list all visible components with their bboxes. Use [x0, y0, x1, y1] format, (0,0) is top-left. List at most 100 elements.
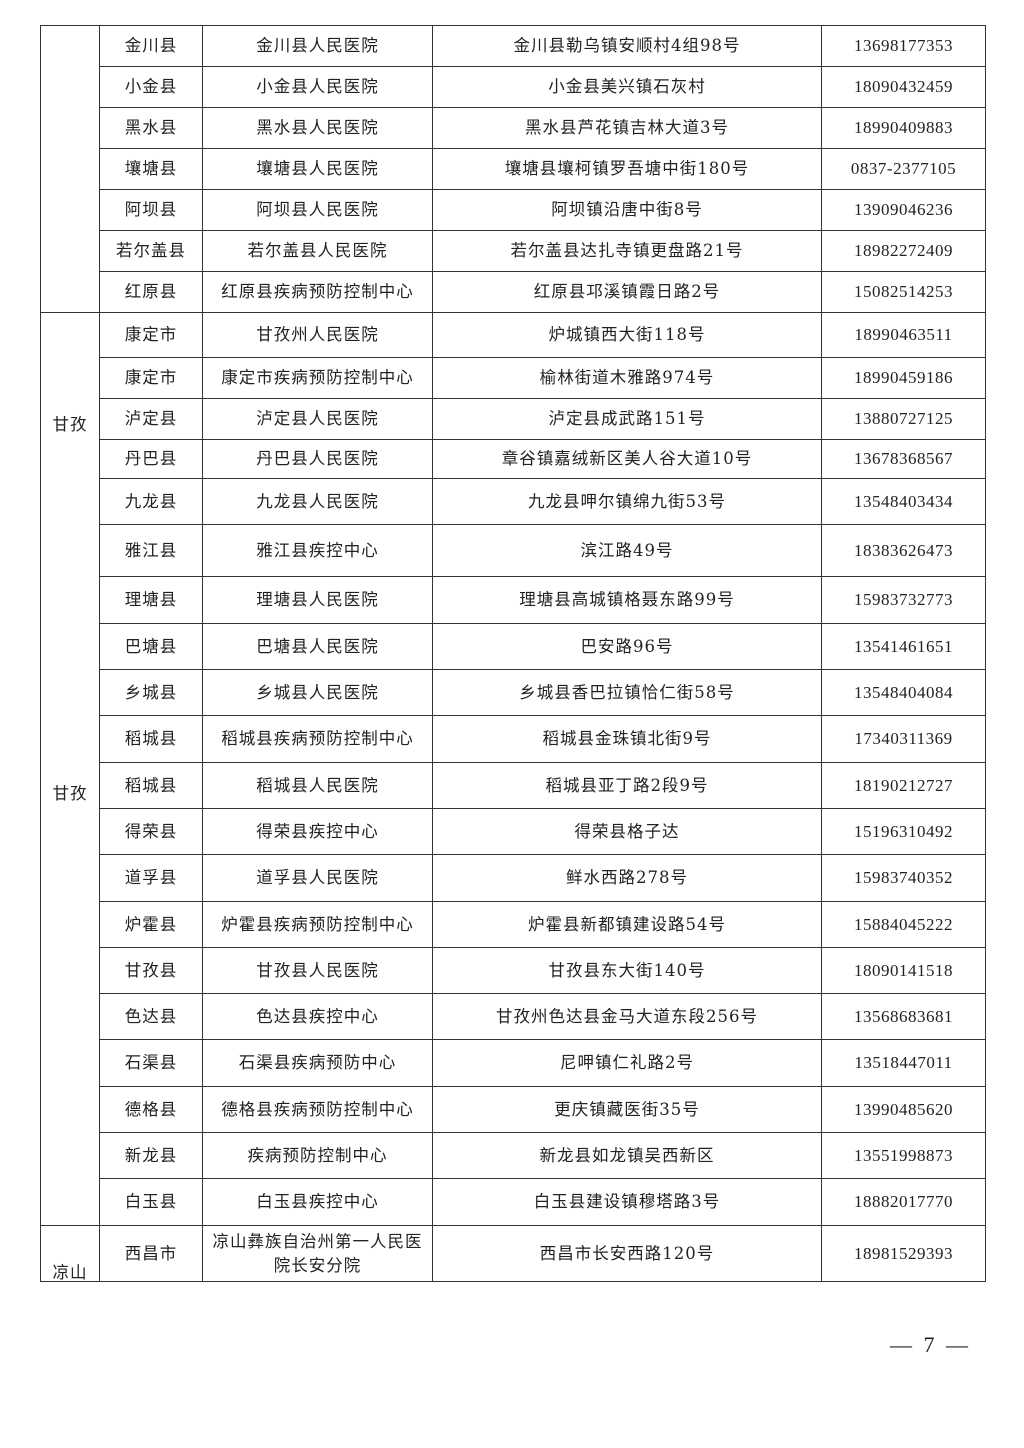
- address-cell: 泸定县成武路151号: [432, 398, 822, 440]
- phone-cell: 13541461651: [821, 623, 986, 670]
- institution-cell: 九龙县人民医院: [202, 478, 433, 525]
- hospital-contact-table: 金川县 金川县人民医院 金川县勒乌镇安顺村4组98号 13698177353 小金县 小金…: [40, 25, 986, 1282]
- institution-cell: 石渠县疾病预防中心: [202, 1039, 433, 1087]
- table-row: 稻城县 稻城县疾病预防控制中心 稻城县金珠镇北街9号 17340311369: [41, 715, 986, 763]
- county-cell: 甘孜县: [99, 947, 203, 994]
- table-row: 石渠县 石渠县疾病预防中心 尼呷镇仁礼路2号 13518447011: [41, 1039, 986, 1087]
- county-cell: 炉霍县: [99, 901, 203, 948]
- phone-cell: 13698177353: [821, 25, 986, 67]
- table-row: 凉山 西昌市 凉山彝族自治州第一人民医院长安分院 西昌市长安西路120号 1898152…: [40, 1225, 986, 1282]
- page-number: — 7 —: [890, 1332, 971, 1357]
- county-cell: 九龙县: [99, 478, 203, 525]
- phone-cell: 18990409883: [821, 107, 986, 149]
- institution-cell: 丹巴县人民医院: [202, 439, 433, 479]
- institution-cell: 炉霍县疾病预防控制中心: [202, 901, 433, 948]
- phone-cell: 18982272409: [821, 230, 986, 272]
- phone-cell: 18090141518: [821, 947, 986, 994]
- phone-cell: 18190212727: [821, 762, 986, 809]
- address-cell: 得荣县格子达: [432, 808, 822, 855]
- institution-cell: 道孚县人民医院: [202, 854, 433, 902]
- county-cell: 雅江县: [99, 524, 203, 577]
- region-label: 甘孜: [52, 784, 88, 803]
- address-cell: 西昌市长安西路120号: [432, 1225, 822, 1282]
- county-cell: 白玉县: [99, 1178, 203, 1226]
- table-row: 德格县 德格县疾病预防控制中心 更庆镇藏医街35号 13990485620: [41, 1086, 986, 1133]
- institution-cell: 雅江县疾控中心: [202, 524, 433, 577]
- address-cell: 稻城县亚丁路2段9号: [432, 762, 822, 809]
- institution-cell: 黑水县人民医院: [202, 107, 433, 149]
- table-row: 红原县 红原县疾病预防控制中心 红原县邛溪镇霞日路2号 15082514253: [41, 271, 986, 313]
- address-cell: 章谷镇嘉绒新区美人谷大道10号: [432, 439, 822, 479]
- county-cell: 壤塘县: [99, 148, 203, 190]
- phone-cell: 13880727125: [821, 398, 986, 440]
- institution-cell: 泸定县人民医院: [202, 398, 433, 440]
- address-cell: 滨江路49号: [432, 524, 822, 577]
- table-row: 新龙县 疾病预防控制中心 新龙县如龙镇吴西新区 13551998873: [41, 1132, 986, 1179]
- county-cell: 稻城县: [99, 715, 203, 763]
- table-row: 炉霍县 炉霍县疾病预防控制中心 炉霍县新都镇建设路54号 15884045222: [41, 901, 986, 948]
- address-cell: 乡城县香巴拉镇恰仁街58号: [432, 669, 822, 716]
- address-cell: 红原县邛溪镇霞日路2号: [432, 271, 822, 313]
- institution-cell: 乡城县人民医院: [202, 669, 433, 716]
- address-cell: 炉霍县新都镇建设路54号: [432, 901, 822, 948]
- address-cell: 巴安路96号: [432, 623, 822, 670]
- county-cell: 康定市: [99, 357, 203, 399]
- county-cell: 德格县: [99, 1086, 203, 1133]
- table-row: 乡城县 乡城县人民医院 乡城县香巴拉镇恰仁街58号 13548404084: [41, 669, 986, 716]
- county-cell: 红原县: [99, 271, 203, 313]
- table-row: 黑水县 黑水县人民医院 黑水县芦花镇吉林大道3号 18990409883: [41, 107, 986, 149]
- institution-cell: 阿坝县人民医院: [202, 189, 433, 231]
- phone-cell: 13548404084: [821, 669, 986, 716]
- phone-cell: 13990485620: [821, 1086, 986, 1133]
- table-row: 甘孜县 甘孜县人民医院 甘孜县东大街140号 18090141518: [41, 947, 986, 994]
- county-cell: 巴塘县: [99, 623, 203, 670]
- table-row: 康定市 康定市疾病预防控制中心 榆林街道木雅路974号 18990459186: [41, 357, 986, 399]
- institution-cell: 凉山彝族自治州第一人民医院长安分院: [202, 1225, 433, 1282]
- address-cell: 新龙县如龙镇吴西新区: [432, 1132, 822, 1179]
- phone-cell: 13568683681: [821, 993, 986, 1040]
- institution-cell: 色达县疾控中心: [202, 993, 433, 1040]
- phone-cell: 18383626473: [821, 524, 986, 577]
- table-row: 白玉县 白玉县疾控中心 白玉县建设镇穆塔路3号 18882017770: [41, 1178, 986, 1226]
- address-cell: 鲜水西路278号: [432, 854, 822, 902]
- institution-cell: 甘孜县人民医院: [202, 947, 433, 994]
- institution-cell: 巴塘县人民医院: [202, 623, 433, 670]
- region-cell: 凉山: [40, 1225, 100, 1282]
- phone-cell: 13909046236: [821, 189, 986, 231]
- table-row: 小金县 小金县人民医院 小金县美兴镇石灰村 18090432459: [41, 66, 986, 108]
- county-cell: 黑水县: [99, 107, 203, 149]
- address-cell: 稻城县金珠镇北街9号: [432, 715, 822, 763]
- institution-cell: 红原县疾病预防控制中心: [202, 271, 433, 313]
- phone-cell: 13678368567: [821, 439, 986, 479]
- table-row: 金川县 金川县人民医院 金川县勒乌镇安顺村4组98号 13698177353: [40, 25, 986, 313]
- table-row: 理塘县 理塘县人民医院 理塘县高城镇格聂东路99号 15983732773: [41, 576, 986, 624]
- address-cell: 阿坝镇沿唐中街8号: [432, 189, 822, 231]
- address-cell: 若尔盖县达扎寺镇更盘路21号: [432, 230, 822, 272]
- institution-cell: 疾病预防控制中心: [202, 1132, 433, 1179]
- institution-cell: 若尔盖县人民医院: [202, 230, 433, 272]
- address-cell: 白玉县建设镇穆塔路3号: [432, 1178, 822, 1226]
- county-cell: 色达县: [99, 993, 203, 1040]
- phone-cell: 15983740352: [821, 854, 986, 902]
- phone-cell: 18882017770: [821, 1178, 986, 1226]
- address-cell: 更庆镇藏医街35号: [432, 1086, 822, 1133]
- phone-cell: 15082514253: [821, 271, 986, 313]
- phone-cell: 18090432459: [821, 66, 986, 108]
- institution-cell: 得荣县疾控中心: [202, 808, 433, 855]
- table-row: 若尔盖县 若尔盖县人民医院 若尔盖县达扎寺镇更盘路21号 18982272409: [41, 230, 986, 272]
- institution-cell: 德格县疾病预防控制中心: [202, 1086, 433, 1133]
- institution-cell: 白玉县疾控中心: [202, 1178, 433, 1226]
- institution-cell: 稻城县人民医院: [202, 762, 433, 809]
- county-cell: 西昌市: [99, 1225, 203, 1282]
- county-cell: 得荣县: [99, 808, 203, 855]
- address-cell: 榆林街道木雅路974号: [432, 357, 822, 399]
- address-cell: 黑水县芦花镇吉林大道3号: [432, 107, 822, 149]
- address-cell: 金川县勒乌镇安顺村4组98号: [432, 25, 822, 67]
- institution-cell: 甘孜州人民医院: [202, 312, 433, 358]
- address-cell: 理塘县高城镇格聂东路99号: [432, 576, 822, 624]
- county-cell: 道孚县: [99, 854, 203, 902]
- table-row: 甘孜 甘孜 康定市 甘孜州人民医院 炉城镇西大街118号 18990463511: [40, 312, 986, 1226]
- region-cell: [40, 25, 100, 313]
- phone-cell: 18981529393: [821, 1225, 986, 1282]
- table-row: 巴塘县 巴塘县人民医院 巴安路96号 13541461651: [41, 623, 986, 670]
